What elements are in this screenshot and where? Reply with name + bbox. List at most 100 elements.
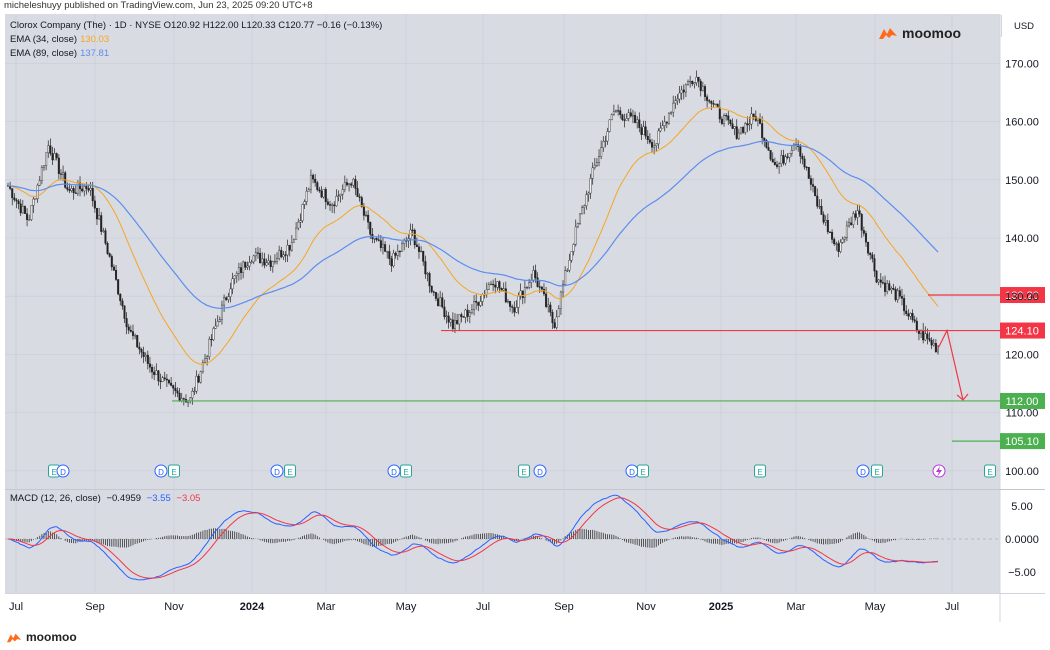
candle-body [473,301,476,311]
candle-body [574,226,577,245]
candle-body [674,100,677,104]
candle-body [739,127,742,134]
event-marker: D [387,464,401,478]
macd-tick: 0.0000 [1005,534,1039,546]
candle-body [331,204,334,206]
candle-body [526,287,529,289]
event-marker: E [871,464,883,478]
candle-body [367,214,370,223]
candle-body [856,210,859,218]
candle-body [735,126,738,139]
time-tick: Jul [945,601,959,613]
candle-body [299,220,302,223]
candle-body [871,254,874,259]
candle-body [502,288,505,291]
candle-body [401,243,404,252]
event-label: D [537,468,543,477]
candle-body [765,140,768,148]
candle-body [854,213,857,218]
candle-body [91,187,94,202]
candle-body [439,297,442,307]
candle-body [424,261,427,275]
candle-body [21,206,24,214]
candle-body [909,313,912,317]
candle-body [756,118,759,121]
candle-body [922,330,925,341]
candle-body [496,281,499,288]
price-tick: 150.00 [1005,175,1039,187]
lightning-glyph [936,466,942,477]
event-label: E [403,468,408,477]
candle-body [625,118,628,121]
ema34-label: EMA (34, close) [10,34,78,45]
event-label: D [60,468,66,477]
event-label: E [640,468,645,477]
event-label: E [757,468,762,477]
candle-body [648,139,651,143]
candle-body [462,316,465,318]
candle-body [534,270,537,278]
candle-body [453,320,456,329]
candle-body [631,114,634,117]
candle-body [619,110,622,115]
candle-body [475,301,478,303]
candle-body [11,188,14,199]
level-tag [1000,287,1045,304]
candle-body [568,259,571,271]
candle-body [458,314,461,325]
candle-body [168,379,171,384]
candle-body [549,304,552,313]
candle-body [852,213,855,225]
candle-body [663,121,666,127]
candle-body [896,290,899,301]
time-tick: May [865,601,886,613]
candle-body [710,101,713,104]
candle-body [26,213,29,220]
candle-body [553,322,556,328]
earnings-icon [871,464,883,478]
candle-body [220,304,223,320]
candle-body [744,123,747,133]
candle-body [125,318,128,328]
candle-body [509,300,512,307]
candle-body [640,127,643,135]
candle-body [477,302,480,306]
candle-body [322,188,325,198]
candle-body [587,192,590,195]
candle-body [335,195,338,207]
time-tick: Mar [317,601,336,613]
candle-body [15,199,18,202]
candle-body [53,153,56,161]
candle-body [278,250,281,259]
candle-body [723,115,726,124]
candle-body [131,331,134,336]
candle-body [110,256,113,268]
candle-body [136,335,139,348]
candle-body [470,309,473,313]
candle-body [659,127,662,132]
candle-body [95,208,98,220]
candle-body [403,240,406,245]
candle-body [333,204,336,207]
candle-body [460,314,463,317]
currency-label[interactable]: USD [1001,15,1046,37]
level-tag [1000,433,1045,450]
candle-body [636,119,639,123]
candle-body [695,76,698,83]
candle-body [62,172,65,175]
candle-body [521,290,524,298]
candle-body [428,273,431,287]
candle-body [30,205,33,220]
candle-body [746,123,749,126]
event-label: E [987,468,992,477]
candle-body [761,123,764,139]
candle-body [280,250,283,258]
earnings-icon [400,464,412,478]
candle-body [593,165,596,169]
candle-body [551,312,554,323]
earnings-icon [518,464,530,478]
candle-body [456,320,459,325]
candle-body [45,152,48,167]
candle-body [843,237,846,240]
